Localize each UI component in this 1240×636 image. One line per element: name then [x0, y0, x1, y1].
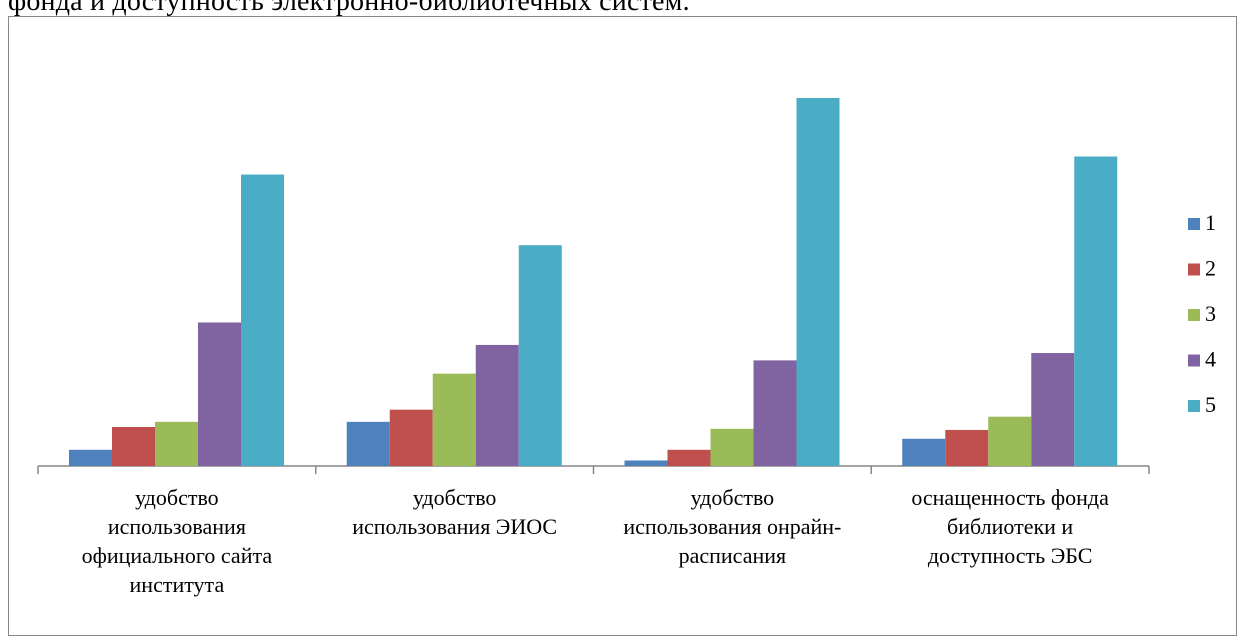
- category-label: оснащенность фонда библиотеки и доступност…: [911, 485, 1109, 568]
- category-label: удобство использования ЭИОС: [352, 485, 557, 539]
- header-text: фонда и доступность электронно-библиотеч…: [8, 0, 690, 17]
- category-label-line: доступность ЭБС: [928, 543, 1093, 568]
- bar-2-cat-1: [112, 426, 155, 466]
- legend: 1 2 3 4 5: [1188, 210, 1216, 417]
- legend-swatch-5: [1188, 400, 1200, 412]
- category-label: удобство использования официального сайта и…: [82, 485, 273, 597]
- category-label-line: удобство: [691, 485, 775, 510]
- bar-4-cat-1: [198, 322, 241, 466]
- category-label-line: использования ЭИОС: [352, 514, 557, 539]
- category-label-line: удобство: [413, 485, 497, 510]
- bar-5-cat-3: [796, 98, 840, 466]
- bar-3-cat-2: [432, 373, 476, 466]
- axis-layer: [37, 465, 1150, 474]
- legend-label-5: 5: [1205, 392, 1216, 417]
- bar-2-cat-4: [945, 429, 989, 466]
- bar-5-cat-2: [518, 245, 562, 466]
- bar-1-cat-2: [346, 421, 390, 466]
- legend-swatch-3: [1188, 309, 1200, 321]
- bar-4-cat-3: [753, 360, 797, 466]
- legend-swatch-2: [1188, 263, 1200, 276]
- legend-swatch-1: [1188, 218, 1200, 230]
- legend-swatch-4: [1188, 354, 1200, 367]
- bar-1-cat-3: [624, 460, 668, 466]
- legend-label-4: 4: [1205, 347, 1216, 372]
- category-label-line: официального сайта: [82, 543, 273, 568]
- bar-5-cat-4: [1074, 156, 1118, 466]
- legend-label-3: 3: [1205, 301, 1216, 326]
- bar-4-cat-4: [1031, 353, 1075, 466]
- bar-3-cat-4: [988, 416, 1032, 466]
- category-label-line: использования онрайн-: [623, 514, 841, 539]
- bar-2-cat-3: [667, 449, 711, 466]
- category-label-line: использования: [108, 514, 246, 539]
- bars-layer: [69, 98, 1118, 466]
- bar-3-cat-3: [710, 428, 754, 466]
- category-label: удобство использования онрайн-расписания: [623, 485, 841, 568]
- category-label-line: оснащенность фонда: [911, 485, 1109, 510]
- bar-5-cat-1: [241, 174, 284, 466]
- category-label-line: расписания: [679, 543, 787, 568]
- bar-chart: удобство использования официального сайта и…: [37, 98, 1216, 597]
- bar-3-cat-1: [155, 421, 198, 466]
- category-label-line: библиотеки и: [947, 514, 1073, 539]
- category-label-line: института: [130, 572, 225, 597]
- legend-label-1: 1: [1205, 210, 1216, 235]
- bar-4-cat-2: [475, 344, 519, 466]
- category-label-line: удобство: [135, 485, 219, 510]
- category-labels: удобство использования официального сайта и…: [82, 485, 1110, 597]
- bar-1-cat-1: [69, 449, 112, 466]
- legend-label-2: 2: [1205, 256, 1216, 281]
- bar-1-cat-4: [902, 438, 946, 466]
- bar-2-cat-2: [389, 409, 433, 466]
